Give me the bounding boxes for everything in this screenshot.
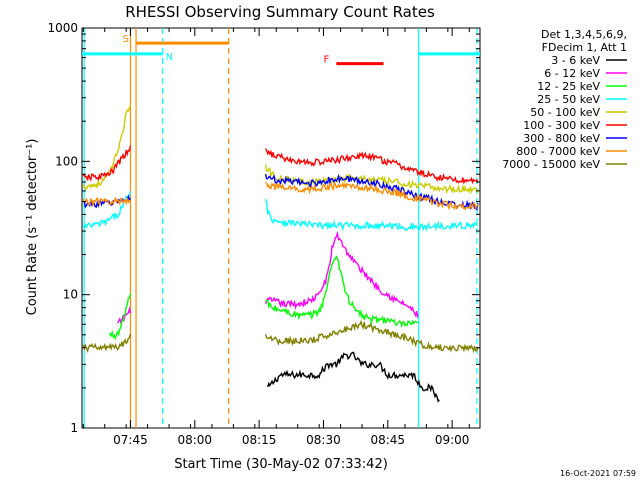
legend-header-line: FDecim 1, Att 1 [542, 41, 627, 54]
render-timestamp: 16-Oct-2021 07:59 [560, 469, 636, 478]
series-line-2-segment-1 [116, 306, 132, 325]
legend-entry-label: 50 - 100 keV [530, 106, 600, 119]
legend-entry-label: 800 - 7000 keV [516, 145, 600, 158]
y-tick-label: 1000 [47, 21, 78, 35]
legend-entry-label: 7000 - 15000 keV [502, 158, 600, 171]
series-line-1-segment-1 [267, 351, 440, 403]
legend-entry-label: 12 - 25 keV [537, 80, 600, 93]
interval-label-n: N [166, 52, 173, 63]
y-tick-label: 1 [70, 421, 78, 435]
x-tick-label: 08:15 [242, 433, 277, 447]
x-tick-label: 09:00 [435, 433, 470, 447]
legend: Det 1,3,4,5,6,9,FDecim 1, Att 13 - 6 keV… [502, 28, 627, 171]
series-line-6-segment-2 [264, 148, 479, 185]
y-axis-label: Count Rate (s⁻¹ detector⁻¹) [25, 139, 40, 316]
interval-label-s: S [123, 34, 129, 45]
interval-label-f: F [324, 55, 330, 66]
series-line-8-segment-2 [265, 181, 479, 211]
series-line-9-segment-1 [82, 333, 132, 354]
series-line-6-segment-1 [82, 145, 132, 182]
legend-header-line: Det 1,3,4,5,6,9, [541, 28, 627, 41]
plot-frame [81, 27, 481, 429]
series-line-7-segment-1 [83, 194, 132, 209]
series-line-3-segment-1 [108, 293, 132, 341]
series-line-5-segment-2 [264, 164, 479, 195]
series-line-3-segment-2 [265, 255, 419, 328]
x-axis-label: Start Time (30-May-02 07:33:42) [174, 457, 388, 472]
x-tick-label: 08:30 [306, 433, 341, 447]
legend-entry-label: 6 - 12 keV [544, 67, 600, 80]
series-line-9-segment-2 [264, 319, 479, 354]
chart-title: RHESSI Observing Summary Count Rates [125, 3, 435, 21]
y-tick-label: 10 [63, 288, 78, 302]
series-line-4-segment-2 [264, 199, 479, 232]
series-line-8-segment-1 [82, 196, 132, 208]
series-line-4-segment-1 [82, 191, 132, 230]
legend-entry-label: 100 - 300 keV [523, 119, 600, 132]
legend-entry-label: 25 - 50 keV [537, 93, 600, 106]
series-line-2-segment-2 [264, 230, 419, 318]
legend-entry-label: 300 - 800 keV [523, 132, 600, 145]
x-tick-label: 08:00 [177, 433, 212, 447]
y-tick-label: 100 [55, 154, 78, 168]
plot-area: S N F 07:45 08:00 08:15 08:30 08:45 09:00 1 10 100 1… [47, 21, 481, 447]
x-tick-label: 08:45 [370, 433, 405, 447]
series-line-5-segment-1 [82, 104, 132, 191]
x-tick-label: 07:45 [113, 433, 148, 447]
legend-entry-label: 3 - 6 keV [551, 54, 600, 67]
